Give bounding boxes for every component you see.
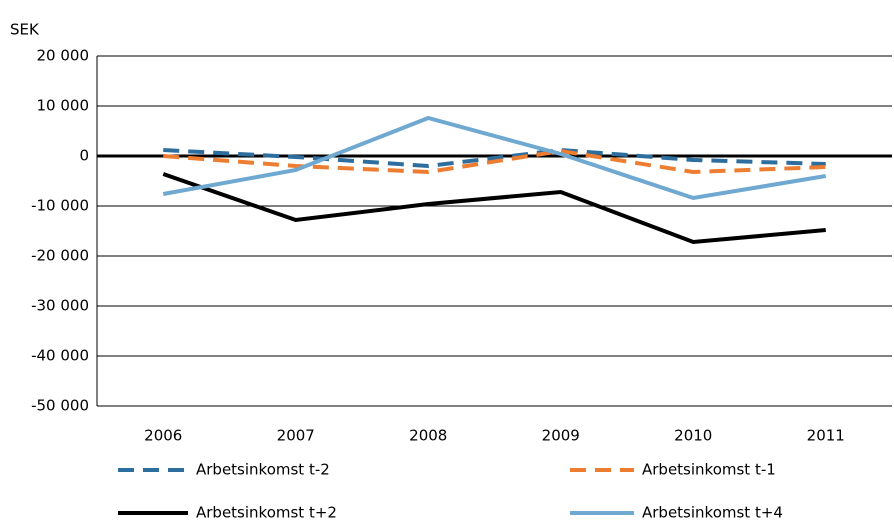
y-axis-label: SEK [10,21,40,39]
y-tick-label: -30 000 [31,297,89,315]
legend-label: Arbetsinkomst t-1 [642,461,776,479]
y-tick-label: -20 000 [31,247,89,265]
y-tick-label: -10 000 [31,197,89,215]
x-tick-label: 2011 [807,427,845,445]
x-tick-label: 2010 [674,427,712,445]
series-line [163,148,826,175]
x-tick-label: 2009 [542,427,580,445]
x-tick-label: 2006 [144,427,182,445]
y-tick-label: 0 [79,147,89,165]
y-tick-label: -40 000 [31,347,89,365]
series-line [162,115,827,201]
y-tick-label: 10 000 [37,97,90,115]
x-tick-label: 2008 [409,427,447,445]
series-line [163,147,826,169]
y-tick-label: 20 000 [37,47,90,65]
series-line [162,172,826,245]
x-tick-label: 2007 [277,427,315,445]
legend-label: Arbetsinkomst t-2 [196,461,330,479]
y-tick-label: -50 000 [31,397,89,415]
legend-label: Arbetsinkomst t+2 [196,504,337,522]
legend-label: Arbetsinkomst t+4 [642,504,783,522]
